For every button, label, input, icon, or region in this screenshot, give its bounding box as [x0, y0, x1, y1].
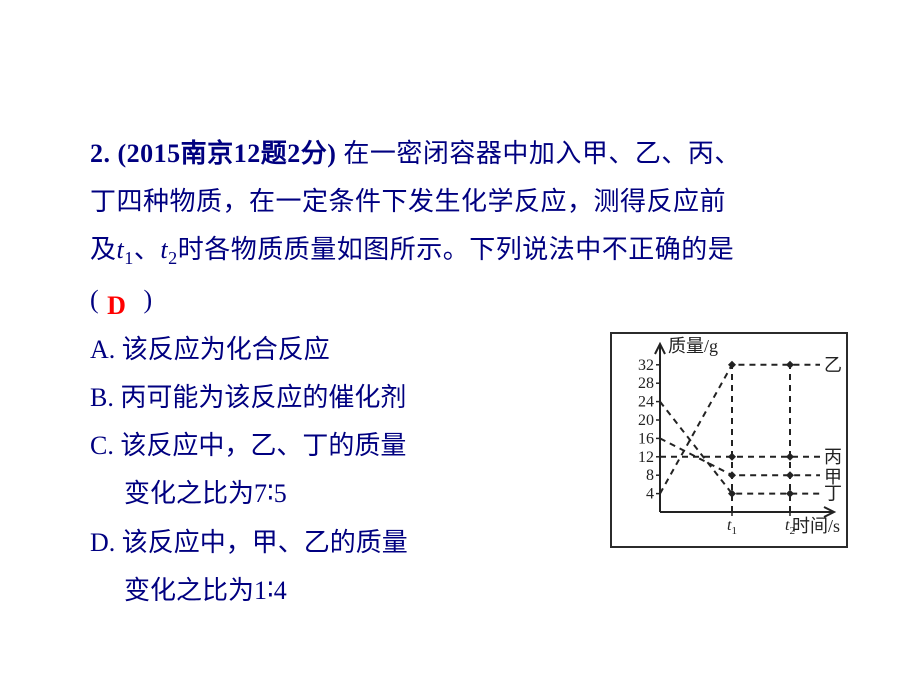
- svg-text:16: 16: [638, 430, 654, 447]
- svg-text:20: 20: [638, 412, 654, 429]
- svg-text:28: 28: [638, 375, 654, 392]
- svg-text:12: 12: [638, 449, 654, 466]
- chart-figure: 48121620242832t1t2质量/g时间/s乙丙甲丁: [610, 332, 848, 548]
- svg-text:丙: 丙: [824, 447, 842, 467]
- answer-paren: ( D ): [90, 276, 850, 324]
- svg-text:8: 8: [646, 467, 654, 484]
- question-line-2: 丁四种物质，在一定条件下发生化学反应，测得反应前: [90, 178, 850, 226]
- svg-text:4: 4: [646, 486, 654, 503]
- question-line-1: 2. (2015南京12题2分) 在一密闭容器中加入甲、乙、丙、: [90, 130, 850, 178]
- question-line-3: 及t1、t2时各物质质量如图所示。下列说法中不正确的是: [90, 226, 850, 276]
- svg-text:质量/g: 质量/g: [668, 336, 718, 356]
- svg-text:丁: 丁: [824, 484, 842, 504]
- option-d-line2: 变化之比为1∶4: [90, 567, 850, 615]
- question-number: 2. (2015南京12题2分): [90, 139, 343, 168]
- svg-text:24: 24: [638, 394, 654, 411]
- stem-part-1: 在一密闭容器中加入甲、乙、丙、: [343, 139, 741, 168]
- svg-text:时间/s: 时间/s: [792, 516, 840, 536]
- svg-text:t1: t1: [727, 517, 737, 537]
- answer-letter: D: [107, 291, 126, 320]
- svg-text:32: 32: [638, 357, 654, 374]
- chart-svg: 48121620242832t1t2质量/g时间/s乙丙甲丁: [612, 334, 846, 546]
- svg-text:乙: 乙: [824, 355, 842, 375]
